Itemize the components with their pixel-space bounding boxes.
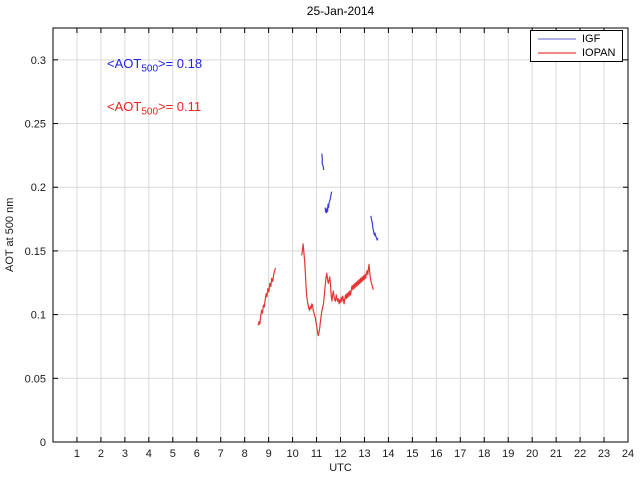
x-tick-label: 17: [454, 448, 466, 460]
y-tick-label: 0.15: [25, 246, 46, 258]
series-line-igf: [324, 191, 333, 214]
x-tick-label: 23: [598, 448, 610, 460]
y-tick-label: 0.2: [31, 182, 46, 194]
x-tick-label: 18: [478, 448, 490, 460]
x-tick-label: 1: [74, 448, 80, 460]
annotation-value: >= 0.11: [158, 99, 202, 114]
x-axis-label: UTC: [329, 462, 352, 474]
mean-aot-annotation-iopan: <AOT500>= 0.11: [107, 99, 201, 118]
x-tick-label: 19: [502, 448, 514, 460]
chart-title: 25-Jan-2014: [306, 4, 375, 18]
legend-label-igf: IGF: [582, 32, 601, 45]
x-tick-label: 3: [122, 448, 128, 460]
y-tick-label: 0.1: [31, 310, 46, 322]
annotation-prefix: <AOT: [107, 56, 142, 71]
series-line-iopan: [301, 243, 374, 337]
x-tick-label: 16: [430, 448, 442, 460]
x-tick-label: 10: [286, 448, 298, 460]
y-tick-label: 0.3: [31, 55, 46, 67]
x-tick-label: 11: [311, 448, 322, 460]
legend-item-igf: IGF: [531, 32, 622, 46]
x-tick-label: 7: [218, 448, 224, 460]
legend-line-sample-iopan: [538, 52, 576, 55]
legend: IGF IOPAN: [530, 30, 623, 62]
x-tick-label: 24: [622, 448, 634, 460]
x-tick-label: 12: [334, 448, 346, 460]
annotation-subscript: 500: [141, 106, 159, 118]
x-tick-label: 2: [98, 448, 104, 460]
x-tick-label: 22: [574, 448, 586, 460]
x-tick-label: 9: [266, 448, 272, 460]
annotation-prefix: <AOT: [107, 99, 142, 114]
x-tick-label: 8: [242, 448, 248, 460]
annotation-value: >= 0.18: [158, 56, 203, 71]
series-line-iopan: [257, 267, 277, 326]
series-line-igf: [321, 153, 325, 171]
legend-item-iopan: IOPAN: [531, 46, 622, 60]
y-tick-label: 0.25: [25, 119, 46, 131]
mean-aot-annotation-igf: <AOT500>= 0.18: [107, 56, 202, 75]
x-tick-label: 5: [170, 448, 176, 460]
series-line-igf: [370, 215, 379, 241]
x-tick-label: 6: [194, 448, 200, 460]
y-tick-label: 0: [40, 437, 46, 449]
y-tick-label: 0.05: [25, 373, 46, 385]
annotation-subscript: 500: [141, 63, 159, 75]
x-tick-label: 4: [146, 448, 152, 460]
x-tick-label: 20: [526, 448, 538, 460]
legend-line-sample-igf: [538, 37, 576, 40]
legend-label-iopan: IOPAN: [582, 47, 616, 60]
x-tick-label: 14: [382, 448, 394, 460]
x-tick-label: 21: [550, 448, 562, 460]
x-tick-label: 13: [358, 448, 370, 460]
x-tick-label: 15: [406, 448, 418, 460]
